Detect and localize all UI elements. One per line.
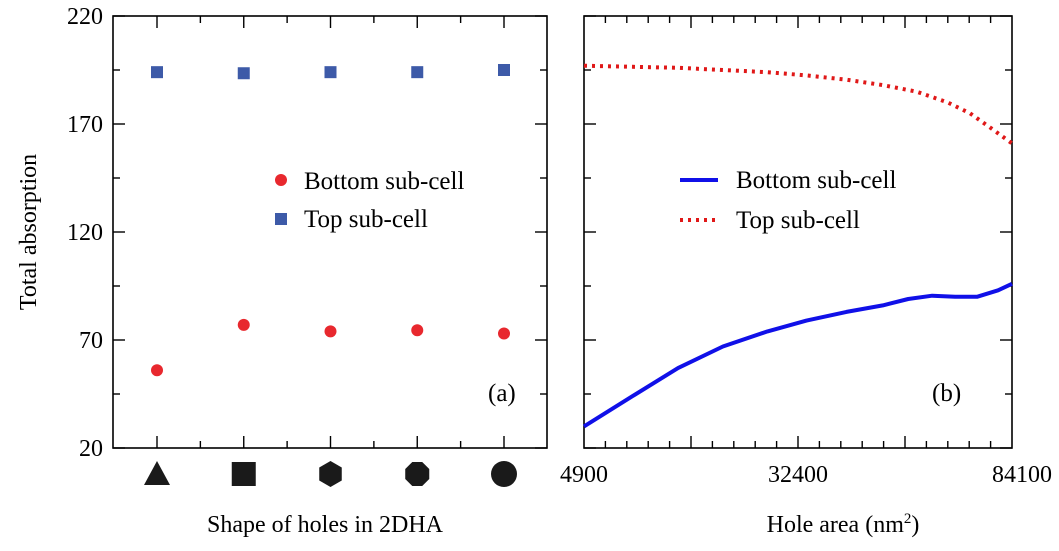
- panel-a-x-axis-label: Shape of holes in 2DHA: [207, 512, 444, 538]
- square-icon: [231, 462, 256, 486]
- top-subcell-line: [583, 63, 1014, 146]
- top-subcell-point: [151, 66, 163, 79]
- legend-line-label-top: Top sub-cell: [736, 207, 860, 234]
- legend-label-bottom: Bottom sub-cell: [304, 168, 464, 195]
- legend-line-label-bottom: Bottom sub-cell: [736, 167, 896, 194]
- top-subcell-point: [411, 66, 424, 79]
- legend-marker-bottom: [275, 174, 287, 186]
- panel-a-category-icons: [144, 461, 517, 487]
- legend-marker-top: [275, 213, 287, 225]
- y-tick-label: 170: [67, 112, 103, 138]
- bottom-subcell-point: [411, 324, 424, 337]
- panel-a-y-tick-labels: 20 70 120 170 220: [67, 4, 103, 462]
- panel-a-tag: (a): [488, 380, 516, 407]
- panel-b-legend: Bottom sub-cell Top sub-cell: [680, 167, 896, 234]
- x-tick-label: 32400: [768, 462, 828, 488]
- bottom-subcell-point: [498, 327, 510, 340]
- y-axis-label: Total absorption: [16, 154, 42, 310]
- panel-b-tag: (b): [932, 380, 961, 407]
- triangle-icon: [144, 461, 170, 485]
- y-tick-label: 20: [79, 436, 103, 462]
- panel-a-points: [151, 64, 510, 377]
- panel-a-legend: Bottom sub-cell Top sub-cell: [275, 168, 464, 233]
- x-tick-label: 84100: [992, 462, 1052, 488]
- panel-b-x-tick-labels: 4900 32400 84100: [560, 462, 1052, 488]
- panel-b-x-axis-label: Hole area (nm2): [767, 511, 920, 538]
- bottom-subcell-line: [582, 281, 1013, 429]
- x-tick-label: 4900: [560, 462, 608, 488]
- bottom-subcell-point: [324, 325, 337, 338]
- circle-icon: [491, 461, 517, 487]
- top-subcell-point: [237, 67, 250, 80]
- legend-label-top: Top sub-cell: [304, 206, 428, 233]
- y-tick-label: 120: [67, 220, 103, 246]
- top-subcell-point: [498, 64, 510, 76]
- panel-b-lines: [582, 63, 1014, 429]
- y-tick-label: 220: [67, 4, 103, 30]
- y-tick-label: 70: [79, 328, 103, 354]
- bottom-subcell-point: [237, 318, 250, 331]
- panel-b-ticks: [584, 15, 1012, 449]
- octagon-icon: [405, 461, 430, 487]
- panel-a-ticks: [113, 15, 547, 449]
- panel-a: 20 70 120 170 220 Bottom sub-cell Top sub-ce…: [67, 4, 548, 538]
- top-subcell-point: [324, 66, 337, 79]
- bottom-subcell-point: [151, 364, 163, 377]
- panel-b: 4900 32400 84100 Bottom sub-cell Top sub-c…: [560, 15, 1052, 538]
- hexagon-icon: [319, 461, 342, 487]
